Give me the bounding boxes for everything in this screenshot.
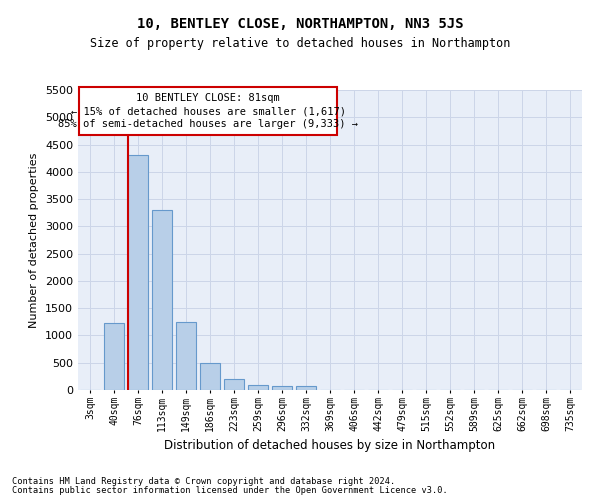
Text: ← 15% of detached houses are smaller (1,617): ← 15% of detached houses are smaller (1,…	[71, 106, 346, 116]
Text: Size of property relative to detached houses in Northampton: Size of property relative to detached ho…	[90, 38, 510, 51]
Bar	[224, 379, 244, 390]
Bar	[296, 386, 316, 390]
Text: Contains public sector information licensed under the Open Government Licence v3: Contains public sector information licen…	[12, 486, 448, 495]
Bar	[248, 384, 268, 390]
Text: 85% of semi-detached houses are larger (9,333) →: 85% of semi-detached houses are larger (…	[58, 120, 358, 130]
Text: Contains HM Land Registry data © Crown copyright and database right 2024.: Contains HM Land Registry data © Crown c…	[12, 477, 395, 486]
Bar	[152, 210, 172, 390]
Y-axis label: Number of detached properties: Number of detached properties	[29, 152, 40, 328]
Bar	[104, 323, 124, 390]
Bar	[176, 322, 196, 390]
Bar	[200, 364, 220, 390]
Text: 10, BENTLEY CLOSE, NORTHAMPTON, NN3 5JS: 10, BENTLEY CLOSE, NORTHAMPTON, NN3 5JS	[137, 18, 463, 32]
X-axis label: Distribution of detached houses by size in Northampton: Distribution of detached houses by size …	[164, 439, 496, 452]
FancyBboxPatch shape	[79, 88, 337, 134]
Bar	[272, 386, 292, 390]
Bar	[128, 156, 148, 390]
Text: 10 BENTLEY CLOSE: 81sqm: 10 BENTLEY CLOSE: 81sqm	[136, 92, 280, 102]
